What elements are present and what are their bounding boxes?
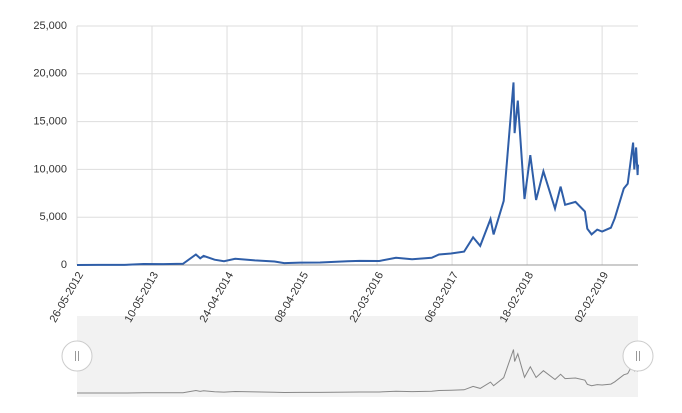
y-tick-label: 5,000 bbox=[39, 211, 67, 223]
navigator-background bbox=[77, 316, 638, 397]
navigator-series bbox=[77, 349, 639, 394]
y-tick-label: 0 bbox=[61, 259, 67, 271]
y-tick-label: 10,000 bbox=[33, 163, 67, 175]
y-tick-label: 20,000 bbox=[33, 68, 67, 80]
navigator[interactable] bbox=[61, 340, 654, 394]
navigator-handle[interactable] bbox=[61, 340, 93, 372]
navigator-handle[interactable] bbox=[622, 340, 654, 372]
y-tick-label: 15,000 bbox=[33, 116, 67, 128]
y-tick-label: 25,000 bbox=[33, 20, 67, 32]
line-series bbox=[76, 82, 639, 266]
